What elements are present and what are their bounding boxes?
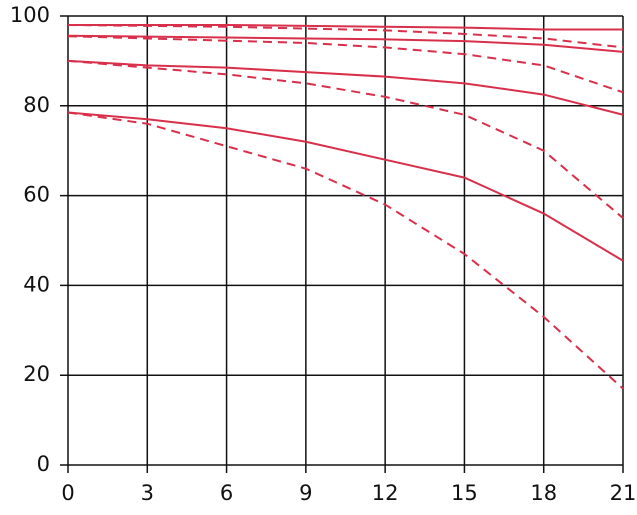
y-tick-label: 40 bbox=[23, 272, 50, 296]
series-line bbox=[67, 59, 624, 116]
y-tick-label: 20 bbox=[23, 362, 50, 386]
x-tick-label: 18 bbox=[530, 481, 557, 505]
x-tick-label: 15 bbox=[451, 481, 478, 505]
series-line bbox=[67, 34, 624, 53]
x-tick-label: 3 bbox=[141, 481, 154, 505]
x-tick-label: 6 bbox=[220, 481, 233, 505]
y-tick-label: 60 bbox=[23, 183, 50, 207]
series-line bbox=[67, 111, 624, 262]
series-line bbox=[67, 111, 624, 390]
series-line bbox=[67, 23, 624, 49]
x-tick-label: 12 bbox=[372, 481, 399, 505]
series-line bbox=[67, 59, 624, 219]
x-tick-label: 21 bbox=[610, 481, 637, 505]
series-line bbox=[67, 35, 624, 94]
y-tick-label: 0 bbox=[37, 452, 50, 476]
y-tick-label: 100 bbox=[10, 3, 50, 27]
y-tick-label: 80 bbox=[23, 93, 50, 117]
x-tick-label: 9 bbox=[299, 481, 312, 505]
series-line bbox=[68, 23, 623, 31]
x-tick-label: 0 bbox=[61, 481, 74, 505]
